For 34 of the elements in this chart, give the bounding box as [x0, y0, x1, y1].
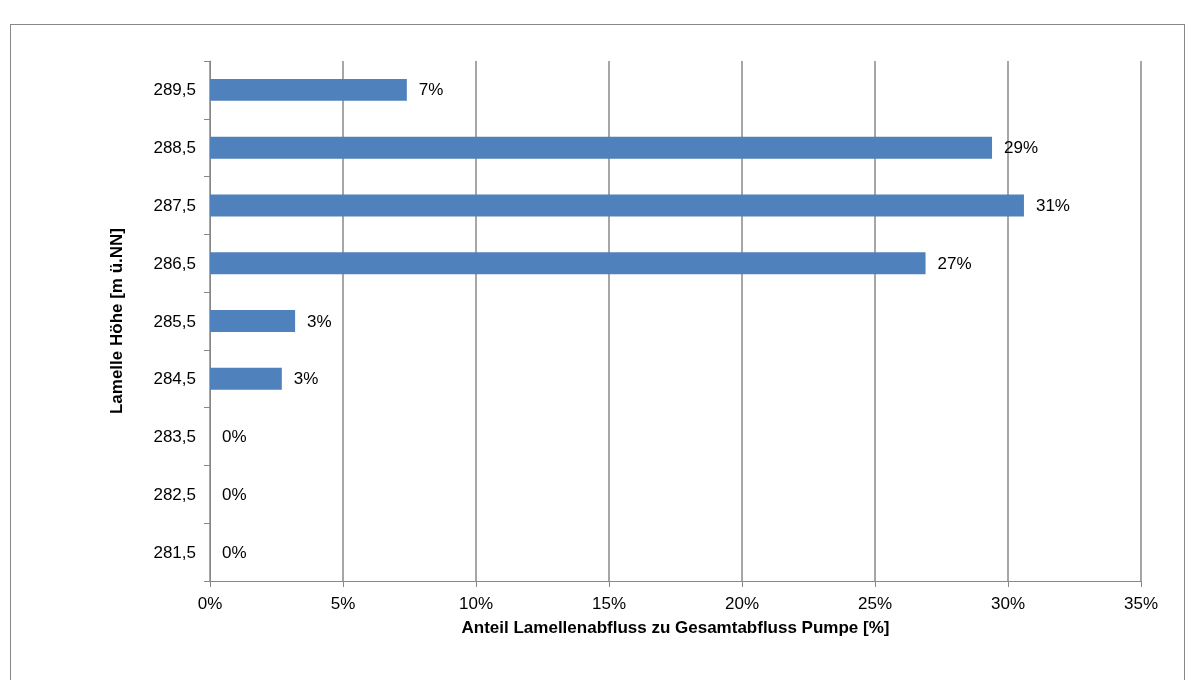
x-tick-label: 25%: [857, 594, 893, 613]
data-label: 3%: [293, 369, 319, 389]
bar: [210, 194, 1024, 217]
x-tick-label: 10%: [458, 594, 494, 613]
x-tick-label: 35%: [1123, 594, 1159, 613]
bar: [210, 310, 296, 332]
bar: [210, 252, 926, 275]
y-tick-label: 283,5: [153, 427, 196, 447]
y-axis-title: Lamelle Höhe [m ü.NN]: [107, 227, 126, 415]
y-tick-label: 281,5: [153, 542, 196, 562]
y-tick-label: 289,5: [153, 80, 196, 100]
data-label: 27%: [937, 253, 972, 273]
bar: [210, 78, 407, 101]
x-tick-label: 15%: [591, 594, 627, 613]
y-tick-label: 287,5: [153, 195, 196, 215]
bar: [210, 367, 282, 390]
data-label: 0%: [222, 542, 247, 562]
data-label: 3%: [307, 311, 332, 331]
data-label: 0%: [222, 484, 247, 504]
y-tick-label: 284,5: [153, 369, 196, 389]
x-tick-label: 5%: [330, 594, 356, 613]
y-tick-label: 288,5: [153, 138, 196, 158]
y-tick-label: 282,5: [153, 484, 196, 504]
data-label: 31%: [1035, 195, 1070, 215]
y-tick-label: 285,5: [153, 311, 196, 331]
x-tick-label: 0%: [197, 594, 223, 613]
x-axis-title: Anteil Lamellenabfluss zu Gesamtabfluss Pumpe [%]: [461, 618, 890, 637]
data-label: 0%: [222, 427, 247, 447]
x-tick-label: 30%: [990, 594, 1026, 613]
y-tick-label: 286,5: [153, 253, 196, 273]
data-label: 7%: [418, 80, 444, 100]
data-label: 29%: [1004, 138, 1039, 158]
bar: [210, 136, 993, 159]
x-tick-label: 20%: [724, 594, 760, 613]
